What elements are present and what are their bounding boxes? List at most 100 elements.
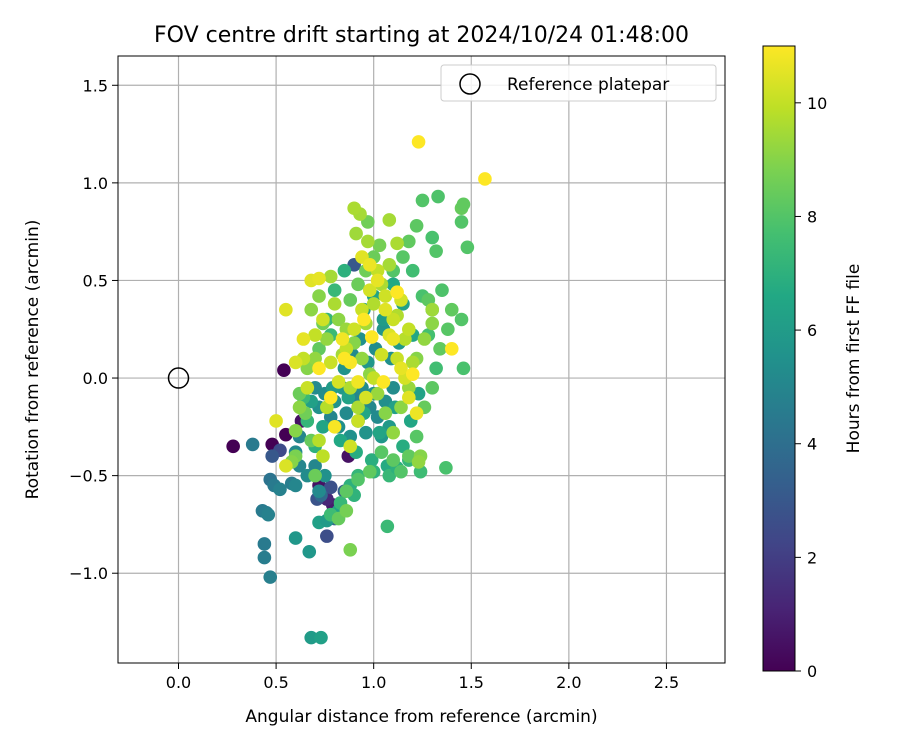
y-tick-label: 1.5 [83, 76, 108, 95]
data-point [394, 400, 408, 415]
data-point [331, 375, 346, 389]
data-point [374, 347, 389, 362]
data-point [378, 302, 393, 317]
data-point [304, 302, 319, 317]
x-axis-label: Angular distance from reference (arcmin) [245, 707, 597, 727]
data-point [323, 269, 338, 284]
data-point [308, 328, 322, 342]
data-point [402, 234, 416, 249]
data-point [339, 503, 354, 518]
data-point [429, 361, 443, 376]
data-point [390, 285, 404, 299]
data-point [444, 341, 459, 356]
data-point [429, 244, 443, 258]
legend-box [440, 64, 717, 102]
data-point [296, 332, 311, 346]
data-point [456, 197, 471, 212]
colorbar-tick-label: 2 [807, 548, 817, 567]
data-point [409, 429, 424, 444]
x-tick-label: 1.0 [361, 673, 386, 692]
data-point [425, 230, 440, 245]
data-point [351, 400, 365, 415]
colorbar: 0 2 4 6 8 10 Hours from first FF file [762, 45, 864, 681]
legend-marker [459, 73, 481, 95]
data-point [411, 135, 426, 149]
y-tick-label: −0.5 [69, 467, 108, 486]
data-point [405, 367, 420, 381]
data-point [277, 363, 291, 378]
data-point [394, 464, 408, 479]
data-point [316, 420, 330, 434]
data-point [279, 302, 293, 317]
data-point [402, 390, 416, 405]
data-point [417, 332, 432, 346]
data-point [245, 437, 260, 452]
data-point [279, 459, 293, 473]
data-point [361, 234, 375, 249]
data-point [386, 381, 400, 395]
data-point [261, 507, 276, 522]
data-point [351, 472, 365, 487]
data-point [347, 201, 361, 216]
data-point [386, 425, 400, 440]
data-point [343, 439, 358, 454]
data-point [257, 537, 272, 551]
plot-frame [117, 55, 726, 664]
data-point [327, 297, 342, 311]
data-point [386, 453, 400, 467]
data-point [349, 226, 363, 241]
data-point [366, 297, 381, 311]
grid-lines [118, 56, 725, 663]
colorbar-tick-label: 6 [807, 321, 817, 340]
data-point [320, 529, 334, 543]
data-point [394, 361, 408, 376]
y-tick-label: −1.0 [69, 564, 108, 583]
data-point [362, 464, 377, 479]
colorbar-label: Hours from first FF file [844, 264, 864, 454]
reference-platepar-marker [167, 367, 190, 389]
data-point [425, 302, 440, 317]
data-point [347, 322, 361, 337]
data-point [370, 273, 385, 288]
data-point [372, 238, 387, 253]
data-point [431, 189, 445, 204]
data-point [331, 312, 346, 327]
data-point [263, 570, 278, 584]
data-point [312, 289, 326, 303]
data-point [302, 544, 317, 559]
y-tick-label: 0.5 [83, 271, 108, 290]
data-point [312, 361, 326, 376]
data-point [409, 219, 424, 233]
data-point [308, 468, 322, 483]
colorbar-tick-label: 4 [807, 435, 817, 454]
data-point [327, 283, 342, 298]
data-point [323, 390, 338, 405]
data-point [316, 449, 330, 463]
data-point [444, 302, 459, 317]
data-point [226, 439, 240, 454]
x-tick-label: 0.5 [263, 673, 288, 692]
data-point [382, 213, 397, 227]
data-point [333, 433, 348, 448]
y-axis-label: Rotation from reference (arcmin) [23, 220, 43, 500]
data-point [314, 630, 328, 645]
data-point [355, 351, 369, 366]
data-point [269, 414, 283, 428]
data-point [386, 332, 400, 346]
data-point [396, 439, 410, 454]
data-point [380, 519, 395, 534]
chart-title: FOV centre drift starting at 2024/10/24 … [154, 23, 689, 48]
data-point [351, 414, 365, 428]
data-point [288, 355, 303, 370]
data-point [359, 390, 373, 405]
data-point [273, 482, 287, 497]
data-point [312, 433, 326, 448]
data-point [439, 461, 453, 475]
data-points [226, 135, 492, 645]
data-point [405, 263, 420, 278]
data-point [454, 312, 469, 327]
x-axis-ticks: 0.0 0.5 1.0 1.5 2.0 2.5 [166, 663, 679, 692]
colorbar-gradient [762, 45, 796, 672]
x-tick-label: 2.0 [556, 673, 581, 692]
